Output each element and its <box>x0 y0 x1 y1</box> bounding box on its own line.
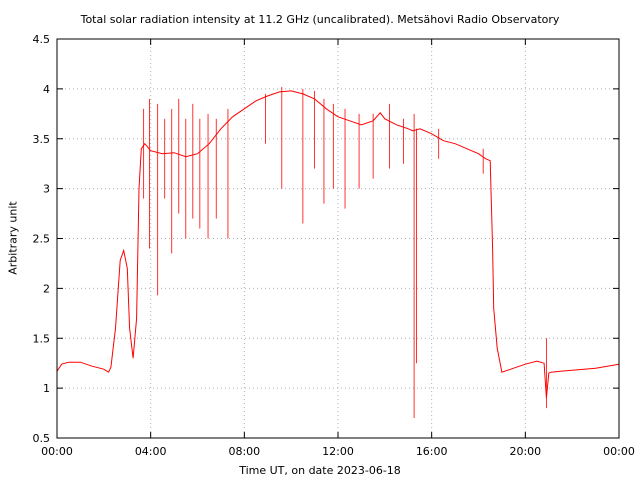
x-axis-label: Time UT, on date 2023-06-18 <box>239 464 401 477</box>
x-tick-label: 08:00 <box>228 445 260 458</box>
x-tick-label: 00:00 <box>41 445 73 458</box>
y-tick-label: 3 <box>43 183 50 196</box>
y-tick-label: 1 <box>43 382 50 395</box>
y-axis-ticks: 0.5 1 1.5 2 2.5 3 3.5 4 4.5 <box>33 33 619 445</box>
y-tick-label: 2 <box>43 282 50 295</box>
y-tick-label: 1.5 <box>33 332 51 345</box>
series-line <box>56 90 620 399</box>
y-tick-label: 3.5 <box>33 133 51 146</box>
y-tick-label: 4.5 <box>33 33 51 46</box>
x-tick-label: 12:00 <box>322 445 354 458</box>
x-tick-label: 04:00 <box>135 445 167 458</box>
x-tick-label: 00:00 <box>603 445 635 458</box>
y-tick-label: 0.5 <box>33 432 51 445</box>
x-tick-label: 20:00 <box>509 445 541 458</box>
x-axis-ticks: 00:00 04:00 08:00 12:00 16:00 20:00 00:00 <box>41 39 635 458</box>
y-tick-label: 4 <box>43 83 50 96</box>
grid-lines <box>57 39 619 438</box>
series-spikes <box>143 86 547 419</box>
y-tick-label: 2.5 <box>33 233 51 246</box>
chart-title: Total solar radiation intensity at 11.2 … <box>80 13 560 26</box>
y-axis-label: Arbitrary unit <box>6 201 20 275</box>
x-tick-label: 16:00 <box>416 445 448 458</box>
